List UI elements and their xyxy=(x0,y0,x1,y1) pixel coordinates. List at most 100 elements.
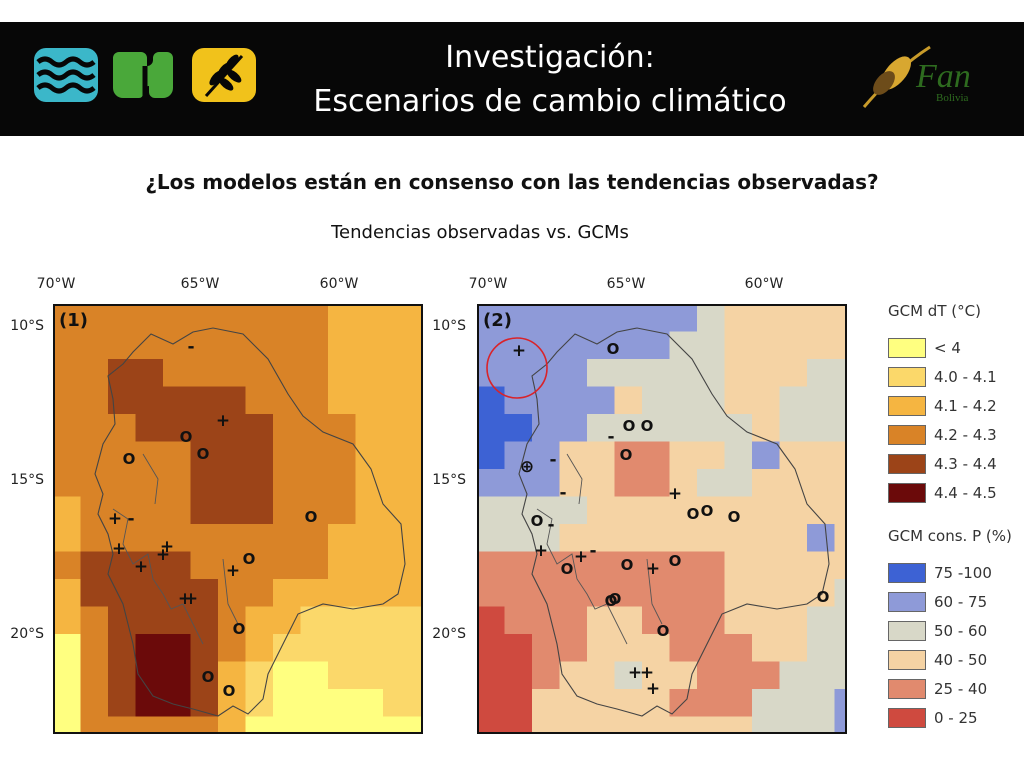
raster-cell xyxy=(190,414,219,443)
raster-cell xyxy=(587,304,616,333)
raster-cell xyxy=(642,359,671,388)
raster-cell xyxy=(355,524,384,553)
raster-cell xyxy=(135,634,164,663)
legend-p-item: 0 - 25 xyxy=(888,708,1018,730)
raster-cell xyxy=(724,469,753,498)
raster-cell xyxy=(135,689,164,718)
raster-cell xyxy=(80,414,109,443)
station-symbol: - xyxy=(559,483,566,503)
raster-cell xyxy=(190,469,219,498)
raster-cell xyxy=(300,634,329,663)
raster-cell xyxy=(587,689,616,718)
raster-cell xyxy=(300,331,329,360)
station-symbol: - xyxy=(547,515,554,535)
raster-cell xyxy=(300,716,329,734)
raster-cell xyxy=(190,551,219,580)
raster-cell xyxy=(300,524,329,553)
fan-bolivia-bird-logo: Fan Bolivia xyxy=(862,45,971,108)
raster-cell xyxy=(642,386,671,415)
raster-cell xyxy=(697,469,726,498)
raster-cell xyxy=(724,551,753,580)
raster-cell xyxy=(559,606,588,635)
raster-cell xyxy=(245,304,274,333)
raster-cell xyxy=(614,331,643,360)
raster-cell xyxy=(80,634,109,663)
map-panel-gcm-dt: - + O O O + - + + + + + O O + + O O O (1) xyxy=(53,304,423,734)
raster-cell xyxy=(190,331,219,360)
raster-cell xyxy=(532,469,561,498)
raster-cell xyxy=(245,386,274,415)
raster-cell xyxy=(80,524,109,553)
raster-cell xyxy=(80,304,109,333)
raster-cell xyxy=(245,359,274,388)
raster-cell xyxy=(80,661,109,690)
station-symbol: O xyxy=(233,620,246,638)
legend-swatch xyxy=(888,396,926,416)
raster-cell xyxy=(779,386,808,415)
raster-cell xyxy=(834,579,847,608)
station-symbol: + xyxy=(646,679,660,699)
raster-cell xyxy=(834,441,847,470)
raster-cell xyxy=(614,551,643,580)
station-symbol: + xyxy=(668,484,682,504)
raster-cell xyxy=(477,606,506,635)
raster-cell xyxy=(477,551,506,580)
raster-cell xyxy=(410,551,423,580)
raster-cell xyxy=(752,331,781,360)
raster-cell xyxy=(587,496,616,525)
raster-cell xyxy=(245,469,274,498)
raster-cell xyxy=(328,304,357,333)
raster-cell xyxy=(273,551,302,580)
raster-cell xyxy=(669,524,698,553)
raster-cell xyxy=(80,386,109,415)
raster-cell xyxy=(163,661,192,690)
raster-cell xyxy=(807,634,836,663)
legend-p-title: GCM cons. P (%) xyxy=(888,527,1012,545)
raster-cell xyxy=(328,579,357,608)
raster-cell xyxy=(135,496,164,525)
raster-cell xyxy=(328,606,357,635)
raster-cell xyxy=(80,331,109,360)
raster-cell xyxy=(532,661,561,690)
raster-cell xyxy=(477,414,506,443)
raster-cell xyxy=(834,359,847,388)
legend-p-item: 40 - 50 xyxy=(888,650,1018,672)
station-symbol: O xyxy=(197,445,210,463)
raster-cell xyxy=(614,579,643,608)
raster-cell xyxy=(834,386,847,415)
raster-cell xyxy=(779,524,808,553)
raster-cell xyxy=(834,524,847,553)
raster-cell xyxy=(724,689,753,718)
wheat-icon xyxy=(192,48,256,102)
raster-cell xyxy=(779,304,808,333)
raster-cell xyxy=(697,386,726,415)
raster-cell xyxy=(190,661,219,690)
legend-label: 4.3 - 4.4 xyxy=(934,455,997,473)
raster-cell xyxy=(614,634,643,663)
raster-cell xyxy=(245,716,274,734)
raster-cell xyxy=(328,634,357,663)
raster-cell xyxy=(834,331,847,360)
raster-cell xyxy=(53,579,82,608)
raster-cell xyxy=(724,441,753,470)
station-symbol: ⊕ xyxy=(520,457,534,477)
raster-cell xyxy=(108,716,137,734)
raster-cell xyxy=(80,689,109,718)
raster-cell xyxy=(355,551,384,580)
raster-cell xyxy=(218,661,247,690)
raster-cell xyxy=(410,386,423,415)
raster-cell xyxy=(355,359,384,388)
legend-swatch xyxy=(888,621,926,641)
raster-cell xyxy=(245,414,274,443)
raster-cell xyxy=(614,661,643,690)
raster-cell xyxy=(410,304,423,333)
legend-label: 4.0 - 4.1 xyxy=(934,368,997,386)
raster-cell xyxy=(559,716,588,734)
raster-cell xyxy=(218,469,247,498)
raster-cell xyxy=(410,661,423,690)
station-symbol: + xyxy=(178,589,192,609)
lat-label-15s-a: 15°S xyxy=(10,472,44,488)
raster-cell xyxy=(614,496,643,525)
legend-p-item: 60 - 75 xyxy=(888,592,1018,614)
